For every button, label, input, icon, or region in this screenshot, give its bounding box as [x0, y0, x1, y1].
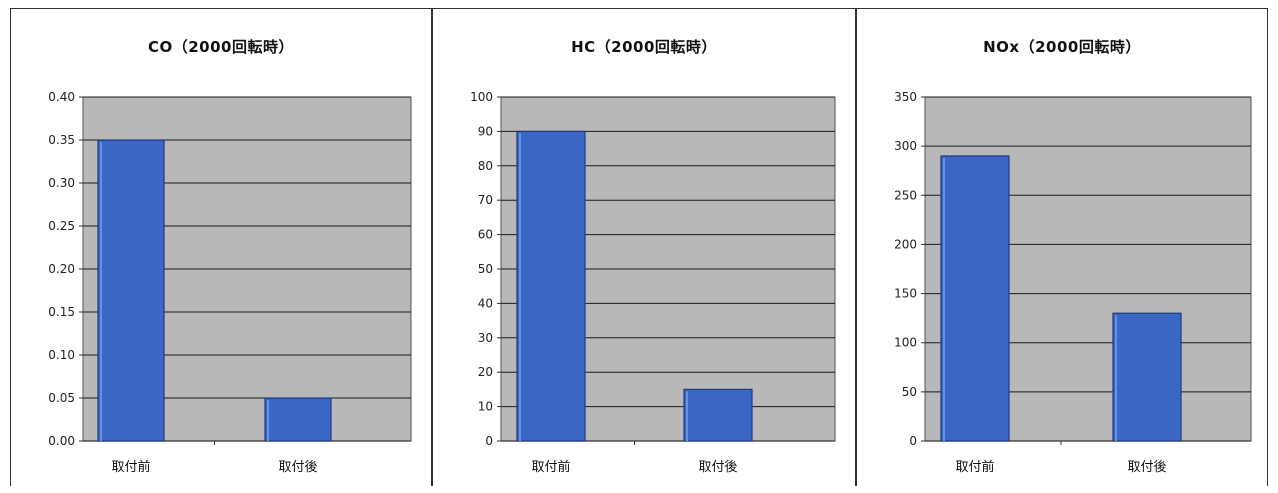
bar-chart-co: 0.00 0.05 0.10 0.15 0.20 0.25 0.30 0.35 0.40 取付前 取…	[48, 90, 412, 475]
x-category-label: 取付前	[955, 459, 994, 475]
x-category-label: 取付前	[531, 459, 570, 475]
y-tick-label: 350	[894, 90, 917, 104]
y-tick-label: 90	[478, 124, 493, 138]
bar-chart-nox: 0 50 100 150 200 250 300 350 取付前 取付後	[894, 90, 1252, 475]
y-tick-label: 30	[478, 331, 493, 345]
y-tick-label: 60	[478, 228, 493, 242]
bar-chart-hc: 0 10 20 30 40 50 60 70 80 90 100 取付前 取付後	[470, 90, 836, 475]
bar	[683, 388, 753, 442]
y-tick-label: 0.30	[48, 176, 75, 190]
y-tick-label: 0	[909, 434, 917, 448]
bar	[97, 139, 165, 442]
y-tick-label: 0.10	[48, 348, 75, 362]
y-tick-label: 0	[485, 434, 493, 448]
bar	[516, 130, 586, 442]
chart-title-nox: NOx（2000回転時）	[983, 38, 1141, 56]
x-category-label: 取付後	[278, 460, 317, 475]
y-tick-label: 50	[478, 262, 493, 276]
y-tick-label: 300	[894, 139, 917, 153]
x-category-label: 取付前	[111, 459, 150, 475]
bar	[264, 397, 332, 442]
y-tick-label: 0.05	[48, 391, 75, 405]
y-tick-label: 100	[894, 336, 917, 350]
chart-title-hc: HC（2000回転時）	[571, 38, 717, 56]
y-tick-label: 0.15	[48, 305, 75, 319]
y-tick-label: 250	[894, 188, 917, 202]
y-tick-label: 0.20	[48, 262, 75, 276]
chart-panel-co: CO（2000回転時） 0.00 0.05 0.10 0.15 0.20 0.25 0.30…	[10, 8, 432, 486]
y-tick-label: 50	[902, 385, 917, 399]
bar	[1112, 312, 1182, 442]
y-tick-label: 0.35	[48, 133, 75, 147]
y-tick-label: 0.40	[48, 90, 75, 104]
y-tick-label: 70	[478, 193, 493, 207]
y-tick-label: 20	[478, 365, 493, 379]
x-category-label: 取付後	[1127, 460, 1166, 475]
chart-panel-nox: NOx（2000回転時） 0 50 100 150 200 250 300 350 取付前 取付後	[856, 8, 1268, 486]
y-tick-label: 200	[894, 237, 917, 251]
y-tick-label: 80	[478, 159, 493, 173]
y-tick-label: 100	[470, 90, 493, 104]
x-category-label: 取付後	[698, 460, 737, 475]
y-tick-label: 40	[478, 296, 493, 310]
chart-title-co: CO（2000回転時）	[147, 38, 294, 56]
y-tick-label: 10	[478, 400, 493, 414]
y-tick-label: 0.25	[48, 219, 75, 233]
bar	[940, 155, 1010, 442]
y-tick-label: 150	[894, 287, 917, 301]
y-tick-label: 0.00	[48, 434, 75, 448]
chart-panel-hc: HC（2000回転時） 0 10 20 30 40 50 60 70 80 90 100 取付前 取付後	[432, 8, 856, 486]
